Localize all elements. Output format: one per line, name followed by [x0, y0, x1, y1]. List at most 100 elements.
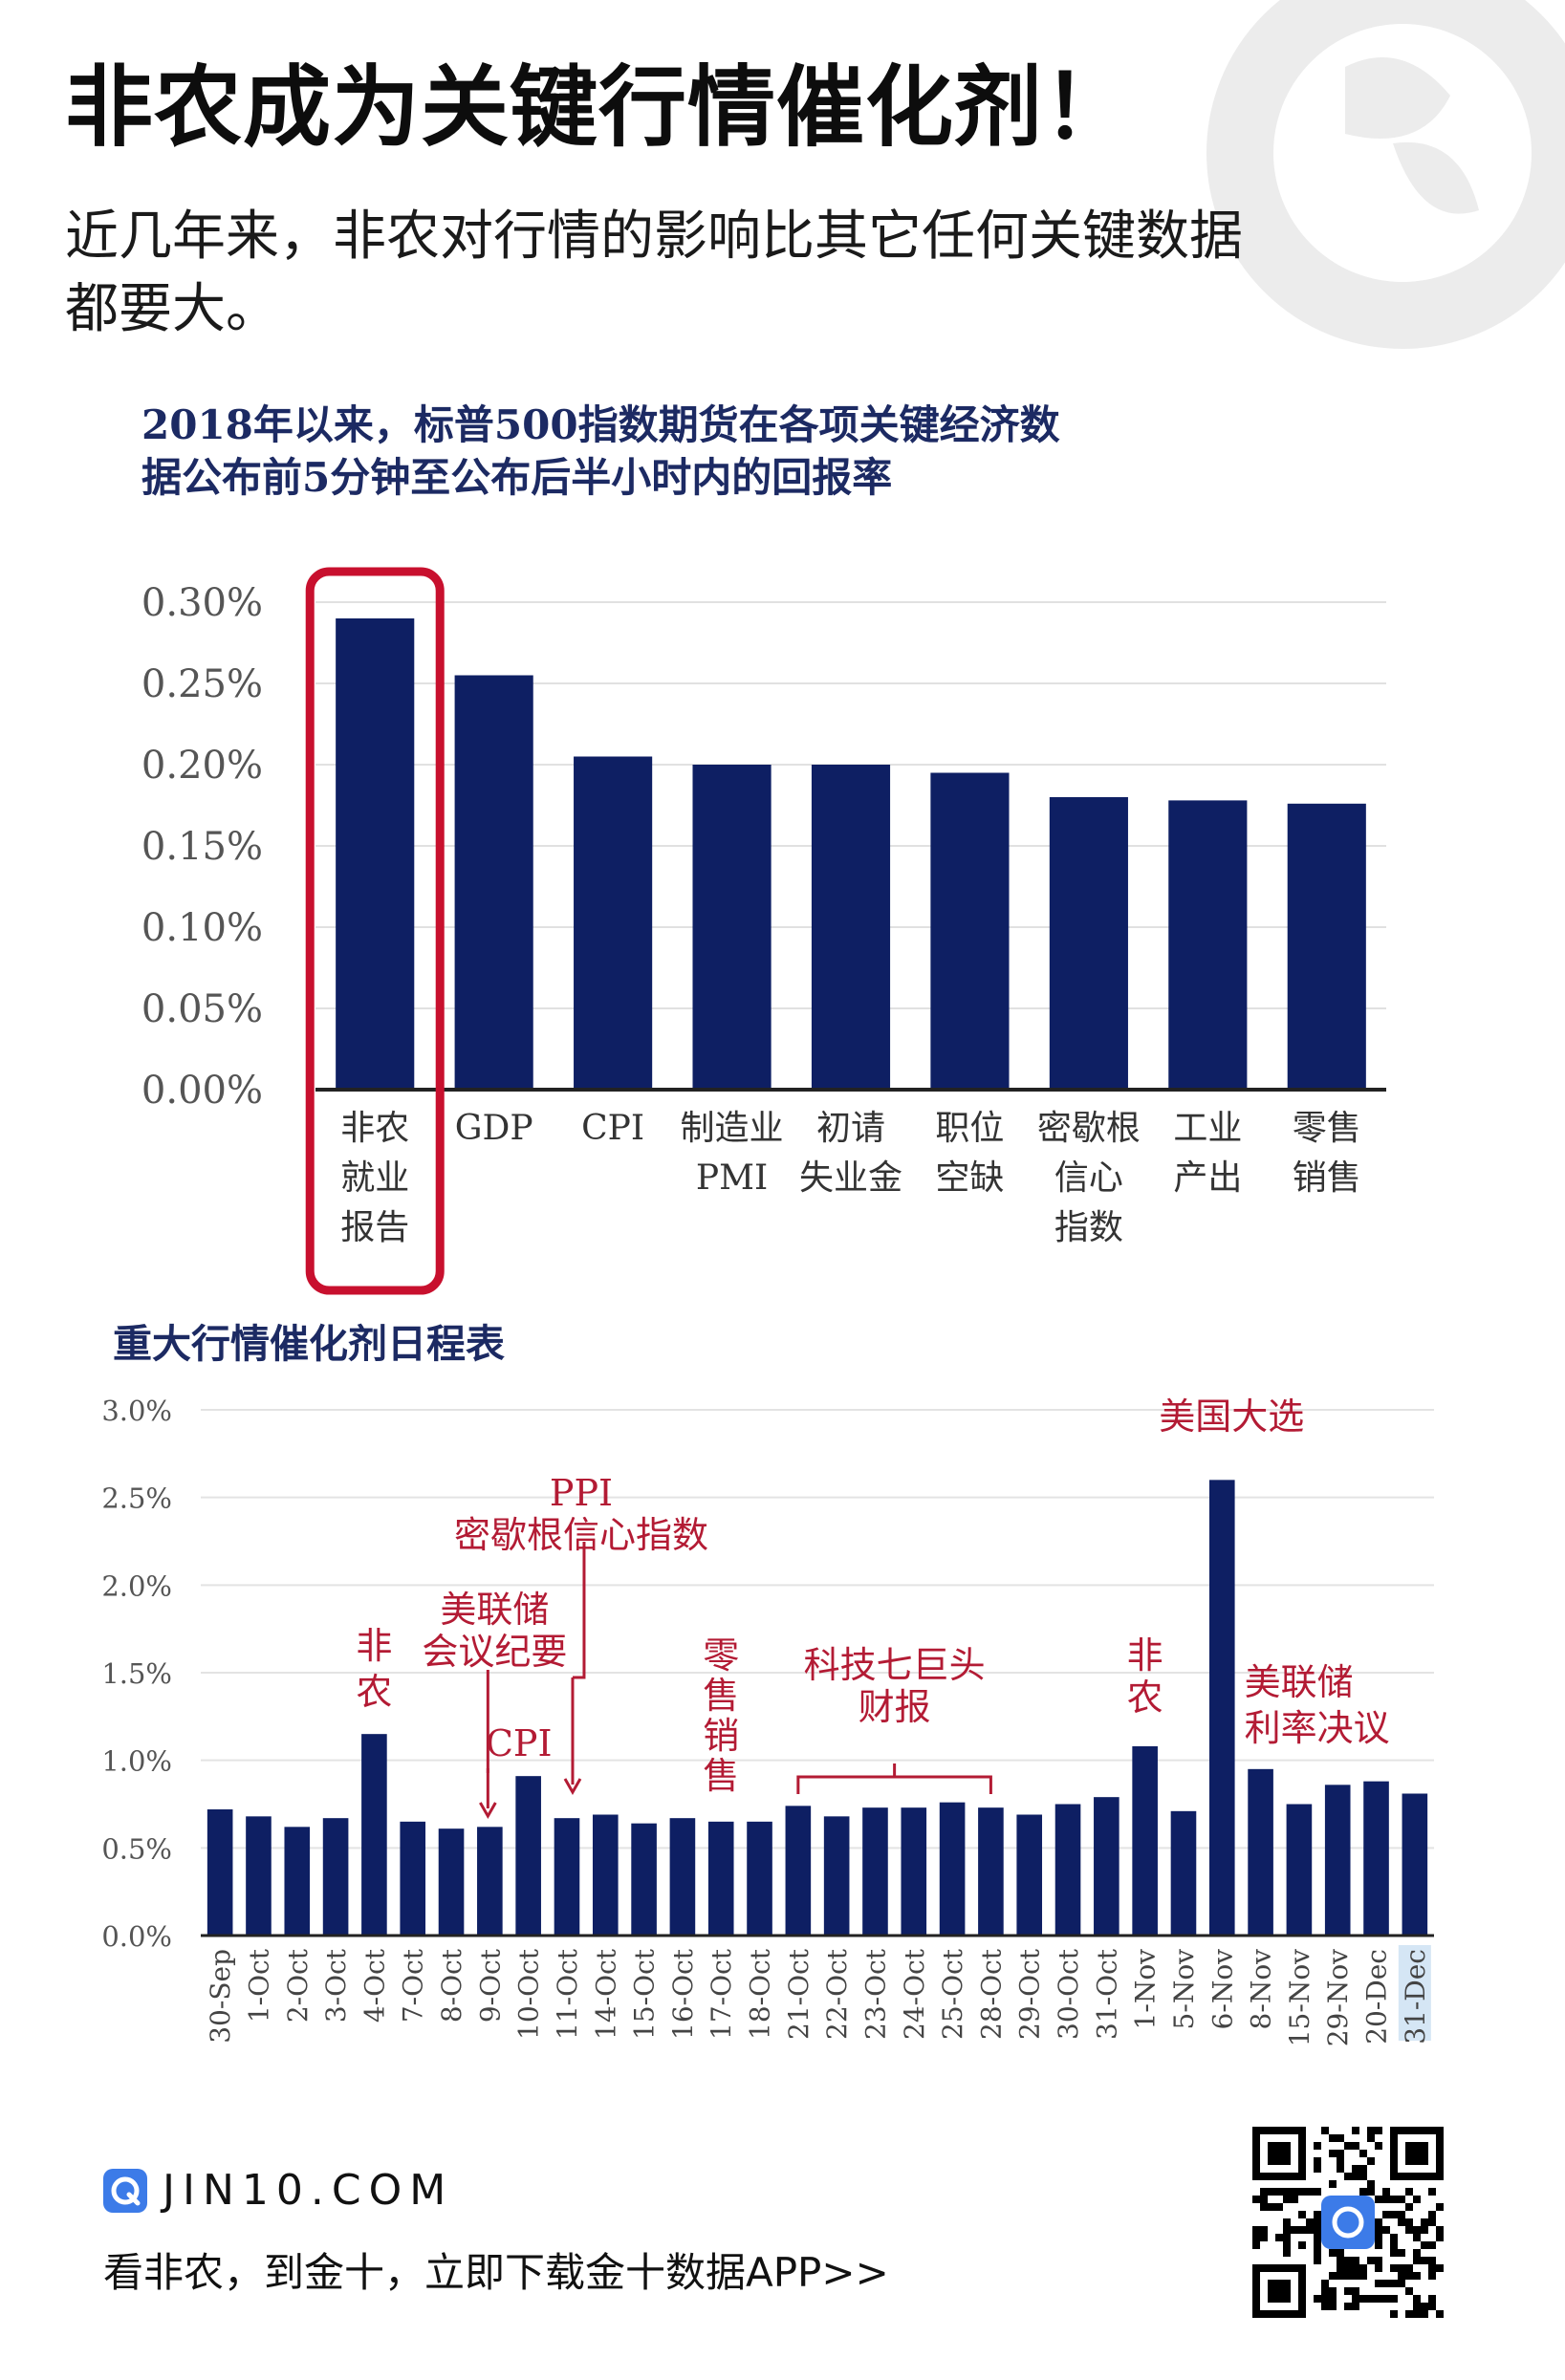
- qr-module: [1268, 2203, 1275, 2211]
- qr-module: [1321, 2127, 1329, 2134]
- bar: [707, 1821, 734, 1936]
- qr-module: [1344, 2264, 1352, 2272]
- qr-module: [1382, 2280, 1390, 2287]
- x-tick-label: 8-Nov: [1246, 1949, 1277, 2030]
- bar: [1132, 1746, 1158, 1936]
- qr-module: [1375, 2196, 1382, 2203]
- qr-module: [1359, 2295, 1367, 2303]
- qr-module: [1405, 2310, 1413, 2318]
- annotation-arrow-head: [563, 1778, 582, 1796]
- qr-module: [1375, 2218, 1382, 2226]
- qr-module: [1436, 2310, 1444, 2318]
- x-tick-label: 1-Nov: [1130, 1949, 1162, 2030]
- qr-module: [1321, 2303, 1329, 2310]
- annotation-bracket: [796, 1763, 992, 1794]
- y-tick-label: 0.05%: [141, 987, 263, 1031]
- annotation-label: PPI: [550, 1472, 613, 1514]
- x-tick-label: 销售: [1293, 1158, 1361, 1198]
- qr-module: [1252, 2196, 1260, 2203]
- qr-module: [1367, 2180, 1375, 2188]
- bar: [811, 765, 891, 1090]
- qr-module: [1352, 2264, 1359, 2272]
- x-tick-label: 指数: [1054, 1208, 1123, 1247]
- qr-module: [1390, 2310, 1398, 2318]
- x-tick-label: 29-Oct: [1014, 1948, 1046, 2040]
- qr-module: [1359, 2165, 1367, 2173]
- x-tick-label: 23-Oct: [859, 1948, 891, 2040]
- annotation-label: CPI: [486, 1722, 553, 1764]
- bar: [1402, 1793, 1428, 1936]
- annotation-label: 利率决议: [1245, 1707, 1390, 1749]
- qr-module: [1275, 2203, 1283, 2211]
- download-tagline[interactable]: 看非农，到金十，立即下载金十数据APP>>: [103, 2249, 889, 2296]
- qr-module: [1398, 2218, 1405, 2226]
- qr-module: [1329, 2249, 1337, 2257]
- qr-module: [1436, 2264, 1444, 2272]
- qr-module: [1337, 2272, 1344, 2280]
- bar: [515, 1776, 541, 1936]
- qr-module: [1382, 2211, 1390, 2218]
- qr-module: [1314, 2142, 1321, 2150]
- qr-code-icon[interactable]: [1252, 2127, 1444, 2318]
- x-tick-label: 零售: [1293, 1109, 1361, 1148]
- qr-module: [1390, 2196, 1398, 2203]
- qr-module: [1352, 2257, 1359, 2264]
- qr-finder: [1268, 2280, 1291, 2303]
- x-tick-label: 30-Sep: [205, 1949, 236, 2044]
- qr-module: [1314, 2249, 1321, 2257]
- qr-logo: [1321, 2196, 1375, 2249]
- tick-highlight: [1398, 1945, 1431, 2041]
- x-tick-label: 工业: [1173, 1109, 1242, 1148]
- qr-module: [1413, 2196, 1421, 2203]
- y-tick-label: 0.00%: [141, 1069, 263, 1113]
- chart1-title: 2018年以来，标普500指数期货在各项关键经济数据公布前5分钟至公布后半小时内…: [141, 401, 1060, 501]
- qr-module: [1436, 2203, 1444, 2211]
- x-tick-label: 25-Oct: [937, 1948, 968, 2040]
- qr-module: [1329, 2180, 1337, 2188]
- qr-module: [1382, 2196, 1390, 2203]
- qr-module: [1283, 2188, 1291, 2196]
- qr-module: [1398, 2249, 1405, 2257]
- annotation-label: 售: [703, 1675, 739, 1717]
- qr-module: [1413, 2310, 1421, 2318]
- qr-module: [1337, 2257, 1344, 2264]
- y-tick-label: 0.25%: [141, 662, 263, 706]
- bar: [246, 1816, 272, 1936]
- x-tick-label: 21-Oct: [783, 1948, 815, 2040]
- bar: [574, 756, 653, 1090]
- bar: [1016, 1814, 1043, 1936]
- qr-module: [1359, 2272, 1367, 2280]
- qr-module: [1375, 2264, 1382, 2272]
- qr-module: [1337, 2150, 1344, 2157]
- qr-module: [1337, 2157, 1344, 2165]
- footer-brand[interactable]: JIN10.COM: [103, 2166, 453, 2215]
- annotation-label: 农: [356, 1671, 392, 1713]
- annotation-label: 销: [703, 1715, 739, 1757]
- qr-module: [1352, 2165, 1359, 2173]
- bar: [823, 1816, 850, 1936]
- bar: [692, 765, 772, 1090]
- qr-module: [1352, 2295, 1359, 2303]
- qr-logo: [1332, 2206, 1364, 2239]
- x-tick-label: 16-Oct: [667, 1948, 699, 2040]
- bar: [1168, 800, 1248, 1090]
- x-tick-label: 职位: [935, 1109, 1004, 1148]
- chart2-title: 重大行情催化剂日程表: [113, 1321, 505, 1367]
- qr-module: [1382, 2226, 1390, 2234]
- qr-module: [1306, 2226, 1314, 2234]
- bar: [361, 1734, 387, 1936]
- qr-module: [1268, 2188, 1275, 2196]
- qr-module: [1405, 2226, 1413, 2234]
- qr-module: [1314, 2295, 1321, 2303]
- bar: [631, 1823, 657, 1936]
- qr-module: [1352, 2303, 1359, 2310]
- qr-module: [1260, 2188, 1268, 2196]
- qr-module: [1344, 2287, 1352, 2295]
- qr-module: [1421, 2218, 1428, 2226]
- qr-module: [1398, 2196, 1405, 2203]
- qr-module: [1367, 2157, 1375, 2165]
- qr-module: [1352, 2272, 1359, 2280]
- qr-module: [1329, 2272, 1337, 2280]
- qr-module: [1329, 2150, 1337, 2157]
- x-tick-label: 报告: [340, 1208, 409, 1247]
